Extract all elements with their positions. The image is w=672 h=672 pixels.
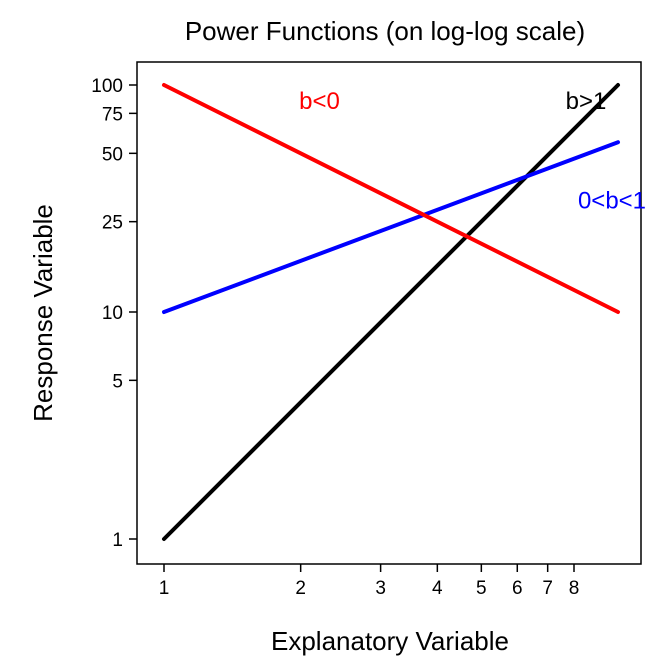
chart-title: Power Functions (on log-log scale)	[185, 16, 585, 46]
series-line-b0	[162, 83, 620, 314]
x-tick-label: 8	[569, 578, 580, 599]
y-tick-label: 5	[112, 371, 123, 392]
y-tick-label: 1	[112, 530, 123, 551]
x-tick-label: 5	[476, 578, 487, 599]
y-tick-label: 100	[91, 76, 123, 97]
series-line-0b1	[162, 140, 620, 314]
x-tick-label: 3	[375, 578, 386, 599]
x-tick-label: 4	[432, 578, 443, 599]
annotation-label: b<0	[299, 88, 340, 115]
series-layer	[162, 83, 620, 541]
x-tick-label: 7	[542, 578, 553, 599]
y-tick-label: 10	[102, 303, 123, 324]
y-axis-title: Response Variable	[28, 204, 58, 422]
plot-panel	[136, 61, 642, 565]
y-tick-label: 75	[102, 104, 123, 125]
y-tick-label: 50	[102, 144, 123, 165]
x-tick-label: 6	[512, 578, 523, 599]
y-tick-label: 25	[102, 213, 123, 234]
x-axis-title: Explanatory Variable	[271, 626, 509, 656]
x-tick-label: 2	[295, 578, 306, 599]
annotation-label: 0<b<1	[578, 187, 646, 214]
y-axis: 1 5 10 25 50 75 100	[91, 76, 137, 551]
annotation-layer: b<0 b>1 0<b<1	[299, 88, 646, 214]
x-tick-label: 1	[159, 578, 170, 599]
series-line-b1	[162, 83, 620, 541]
annotation-label: b>1	[566, 88, 607, 115]
